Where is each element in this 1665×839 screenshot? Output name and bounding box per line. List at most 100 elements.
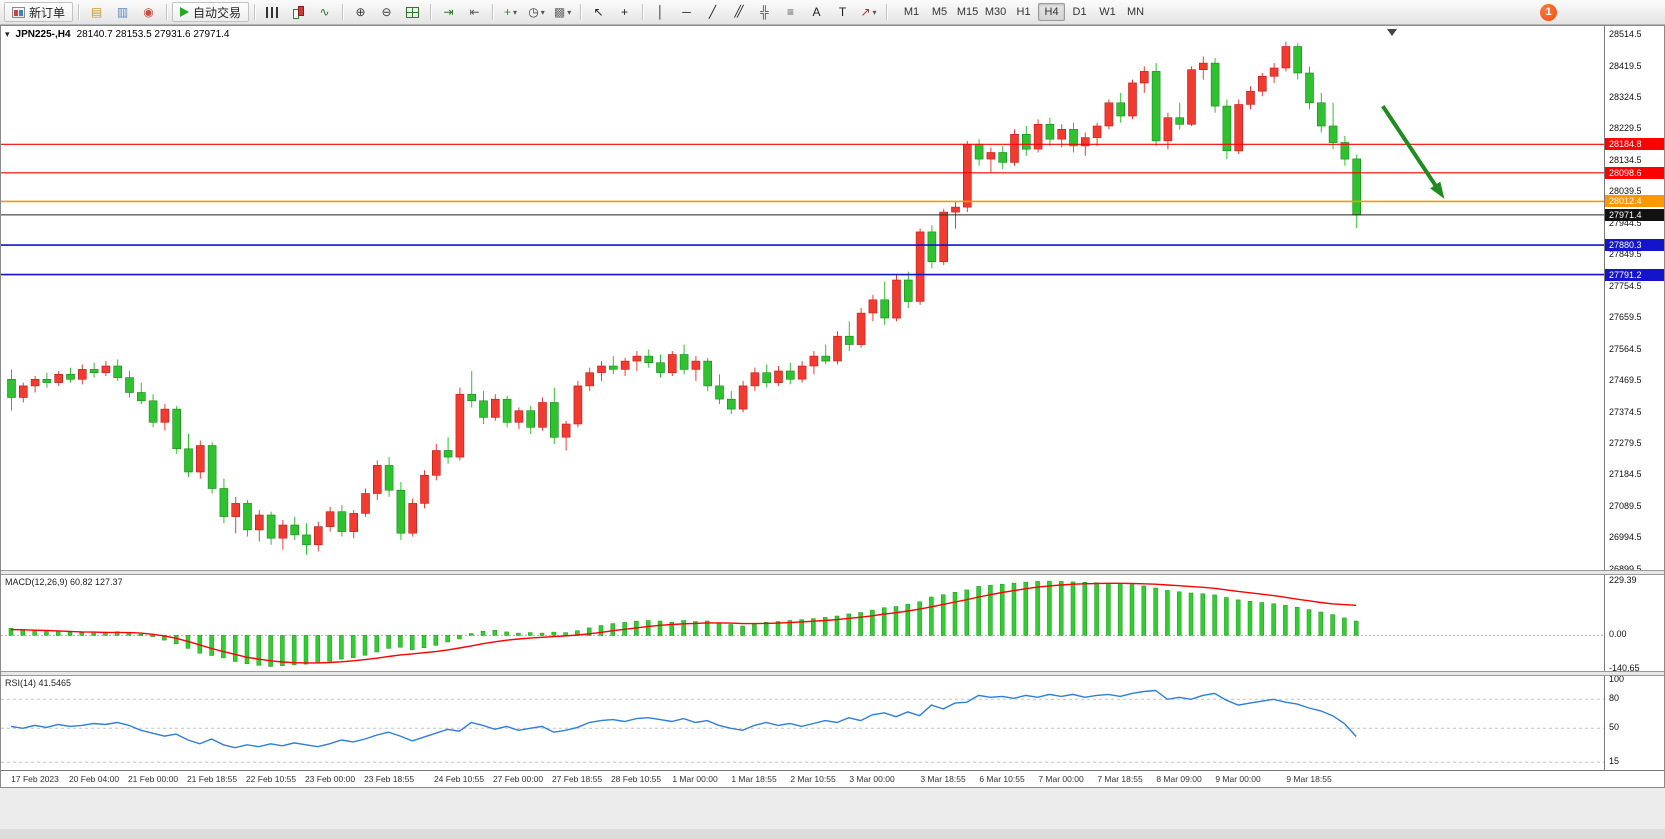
- candle: [455, 387, 465, 461]
- trendline-icon: ╱: [708, 5, 717, 19]
- auto-scroll-button[interactable]: ⇥: [436, 2, 461, 22]
- candle: [797, 361, 807, 383]
- candle: [1293, 43, 1302, 80]
- bar-chart-icon: [266, 6, 280, 18]
- pane-divider[interactable]: [1, 671, 1664, 676]
- timeframe-m5-button[interactable]: M5: [926, 3, 953, 21]
- candle: [243, 500, 252, 537]
- tile-windows-button[interactable]: [400, 2, 425, 22]
- candle: [479, 390, 488, 424]
- price-line-badge[interactable]: 28012.4: [1605, 195, 1664, 208]
- timeframe-mn-button[interactable]: MN: [1122, 3, 1149, 21]
- indicators-list-button[interactable]: + ▾: [498, 2, 523, 22]
- rsi-axis[interactable]: 100 80 50 15: [1604, 676, 1664, 770]
- dropdown-arrow-icon[interactable]: ▾: [567, 7, 572, 17]
- macd-canvas[interactable]: [1, 575, 1604, 671]
- crosshair-button[interactable]: +: [612, 2, 637, 22]
- macd-signal-line: [10, 582, 1357, 664]
- trendline-button[interactable]: ╱: [700, 2, 725, 22]
- price-axis[interactable]: 28514.5 28419.5 28324.5 28229.5 28134.5 28039…: [1604, 26, 1664, 570]
- price-tick-label: 26994.5: [1609, 532, 1642, 543]
- trend-arrow-annotation[interactable]: [1381, 105, 1445, 199]
- shapes-button[interactable]: ≡: [778, 2, 803, 22]
- candle: [1045, 117, 1055, 146]
- candle: [939, 208, 949, 266]
- candle: [137, 382, 146, 405]
- dropdown-arrow-icon[interactable]: ▾: [872, 7, 877, 17]
- candle: [679, 344, 689, 375]
- rsi-indicator-label: RSI(14) 41.5465: [5, 678, 72, 688]
- channel-button[interactable]: ╱╱: [726, 2, 751, 22]
- candle: [856, 308, 866, 348]
- text-button[interactable]: A: [804, 2, 829, 22]
- metaeditor-button[interactable]: ▤: [84, 2, 109, 22]
- candle: [656, 354, 665, 378]
- chart-header: ▾ JPN225-,H4 28140.7 28153.5 27931.6 279…: [5, 29, 230, 40]
- macd-axis[interactable]: 229.39 0.00 -140.65: [1604, 575, 1664, 671]
- macd-plot[interactable]: MACD(12,26,9) 60.82 127.37: [1, 575, 1604, 671]
- candlestick-chart-button[interactable]: [286, 2, 311, 22]
- candle: [974, 139, 984, 166]
- one-click-trading-toggle[interactable]: ▾: [5, 29, 10, 39]
- chart-shift-marker[interactable]: [1387, 29, 1397, 36]
- main-chart-canvas[interactable]: [1, 26, 1604, 570]
- cursor-button[interactable]: ↖: [586, 2, 611, 22]
- time-axis-label: 9 Mar 18:55: [1286, 774, 1332, 784]
- candle: [290, 516, 300, 540]
- toolbar-separator: [166, 4, 168, 20]
- chart-shift-button[interactable]: ⇤: [462, 2, 487, 22]
- zoom-in-button[interactable]: ⊕: [348, 2, 373, 22]
- timeframe-m15-button[interactable]: M15: [954, 3, 981, 21]
- line-chart-button[interactable]: ∿: [312, 2, 337, 22]
- market-watch-button[interactable]: ▥: [110, 2, 135, 22]
- main-chart-plot[interactable]: ▾ JPN225-,H4 28140.7 28153.5 27931.6 279…: [1, 26, 1604, 570]
- community-button[interactable]: ◉: [136, 2, 161, 22]
- price-line-badge[interactable]: 27880.3: [1605, 239, 1664, 252]
- price-line-badge[interactable]: 28098.6: [1605, 166, 1664, 179]
- rsi-canvas[interactable]: [1, 676, 1604, 770]
- dropdown-arrow-icon[interactable]: ▾: [540, 7, 545, 17]
- candle: [54, 371, 64, 386]
- candle: [774, 366, 783, 386]
- candle: [30, 376, 40, 393]
- time-axis-label: 23 Feb 00:00: [304, 774, 356, 784]
- timeframe-h1-button[interactable]: H1: [1010, 3, 1037, 21]
- timeframe-m30-button[interactable]: M30: [982, 3, 1009, 21]
- price-line-badge[interactable]: 27791.2: [1605, 268, 1664, 281]
- candle: [467, 371, 477, 408]
- horizontal-line-icon: ─: [682, 5, 691, 19]
- text-label-button[interactable]: T: [830, 2, 855, 22]
- rsi-plot[interactable]: RSI(14) 41.5465: [1, 676, 1604, 770]
- timeframe-w1-button[interactable]: W1: [1094, 3, 1121, 21]
- candle: [184, 433, 193, 477]
- price-line-badge[interactable]: 28184.8: [1605, 138, 1664, 151]
- candle: [1151, 63, 1161, 146]
- candle: [632, 351, 642, 371]
- horizontal-line-button[interactable]: ─: [674, 2, 699, 22]
- time-axis[interactable]: 17 Feb 2023 20 Feb 04:00 21 Feb 00:00 21 Fe…: [1, 770, 1664, 787]
- pane-divider[interactable]: [1, 570, 1664, 575]
- auto-scroll-icon: ⇥: [443, 5, 454, 19]
- candle: [785, 362, 795, 385]
- candle: [160, 404, 170, 431]
- arrow-objects-button[interactable]: ↗ ▾: [856, 2, 881, 22]
- price-tick-label: 28134.5: [1609, 154, 1642, 165]
- price-tick-label: 28039.5: [1609, 186, 1642, 197]
- time-axis-label: 9 Mar 00:00: [1215, 774, 1261, 784]
- candle: [1175, 102, 1184, 130]
- dropdown-arrow-icon[interactable]: ▾: [513, 7, 518, 17]
- timeframe-m1-button[interactable]: M1: [898, 3, 925, 21]
- candle: [1092, 122, 1102, 146]
- timeframe-d1-button[interactable]: D1: [1066, 3, 1093, 21]
- vertical-line-button[interactable]: │: [648, 2, 673, 22]
- periods-button[interactable]: ◷ ▾: [524, 2, 549, 22]
- time-axis-label: 17 Feb 2023: [11, 774, 59, 784]
- notification-badge[interactable]: 1: [1540, 3, 1557, 21]
- autotrading-button[interactable]: 自动交易: [172, 2, 250, 22]
- templates-button[interactable]: ▩ ▾: [550, 2, 575, 22]
- new-order-button[interactable]: 新订单: [4, 2, 74, 22]
- timeframe-h4-button[interactable]: H4: [1038, 3, 1066, 21]
- zoom-out-button[interactable]: ⊖: [374, 2, 399, 22]
- fibonacci-button[interactable]: ╬: [752, 2, 777, 22]
- bar-chart-button[interactable]: [260, 2, 285, 22]
